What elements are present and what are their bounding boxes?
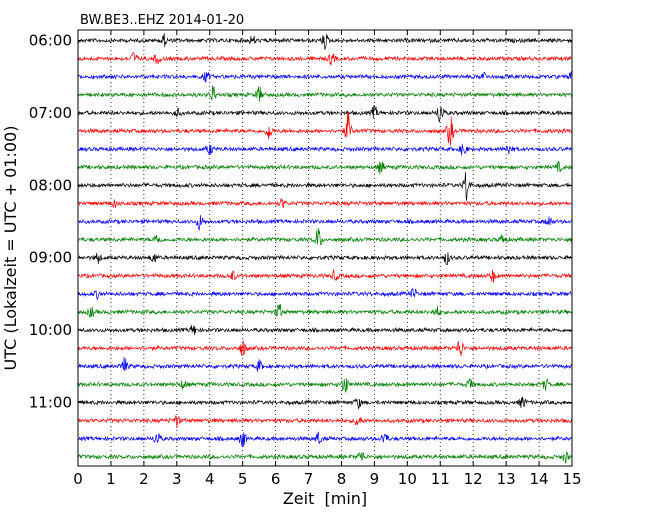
trace-0600 [77, 33, 573, 50]
trace-1145 [77, 451, 573, 464]
x-tick-label: 8 [337, 470, 347, 488]
y-tick-label: 10:00 [29, 321, 72, 339]
trace-group [77, 33, 573, 464]
trace-0900 [77, 252, 573, 266]
plot-frame [77, 29, 573, 467]
y-axis-ticks: 06:00 07:00 08:00 09:00 10:00 11:00 [29, 32, 572, 412]
trace-0945 [77, 304, 573, 318]
x-axis-ticks: 0 1 2 3 4 5 6 7 8 9 10 11 12 13 14 15 [73, 30, 582, 488]
trace-0645 [77, 85, 573, 102]
trace-0930 [77, 287, 573, 301]
trace-0700 [77, 105, 573, 123]
x-axis-label: Zeit [min] [283, 489, 367, 508]
trace-1030 [77, 356, 573, 372]
x-tick-label: 0 [73, 470, 83, 488]
y-tick-label: 08:00 [29, 176, 72, 194]
x-tick-label: 10 [398, 470, 417, 488]
x-tick-label: 15 [562, 470, 581, 488]
x-tick-label: 12 [464, 470, 483, 488]
trace-0830 [77, 215, 573, 231]
x-tick-label: 14 [530, 470, 549, 488]
x-tick-label: 3 [172, 470, 182, 488]
x-tick-label: 1 [106, 470, 116, 488]
trace-0745 [77, 160, 573, 175]
y-tick-label: 09:00 [29, 249, 72, 267]
trace-1015 [77, 340, 573, 357]
trace-0815 [77, 197, 573, 209]
x-tick-label: 6 [271, 470, 281, 488]
trace-1100 [77, 396, 573, 410]
y-tick-label: 11:00 [29, 394, 72, 412]
trace-1115 [77, 415, 573, 428]
trace-1130 [77, 431, 573, 447]
trace-0915 [77, 268, 572, 284]
x-tick-label: 4 [205, 470, 215, 488]
x-tick-label: 5 [238, 470, 248, 488]
x-tick-label: 2 [139, 470, 149, 488]
x-tick-label: 9 [370, 470, 380, 488]
x-tick-label: 13 [497, 470, 516, 488]
chart-title: BW.BE3..EHZ 2014-01-20 [80, 13, 244, 28]
x-tick-label: 7 [304, 470, 314, 488]
trace-1045 [77, 377, 573, 394]
y-tick-label: 07:00 [29, 104, 72, 122]
trace-0715 [77, 112, 573, 146]
trace-0845 [77, 228, 573, 246]
trace-0615 [77, 52, 573, 66]
grid-lines [110, 30, 540, 466]
y-tick-label: 06:00 [29, 32, 72, 50]
trace-0730 [77, 144, 573, 156]
trace-1000 [77, 325, 573, 336]
trace-0630 [77, 71, 573, 83]
x-tick-label: 11 [431, 470, 450, 488]
trace-0800 [77, 172, 573, 201]
y-axis-label: UTC (Lokalzeit = UTC + 01:00) [1, 126, 20, 371]
